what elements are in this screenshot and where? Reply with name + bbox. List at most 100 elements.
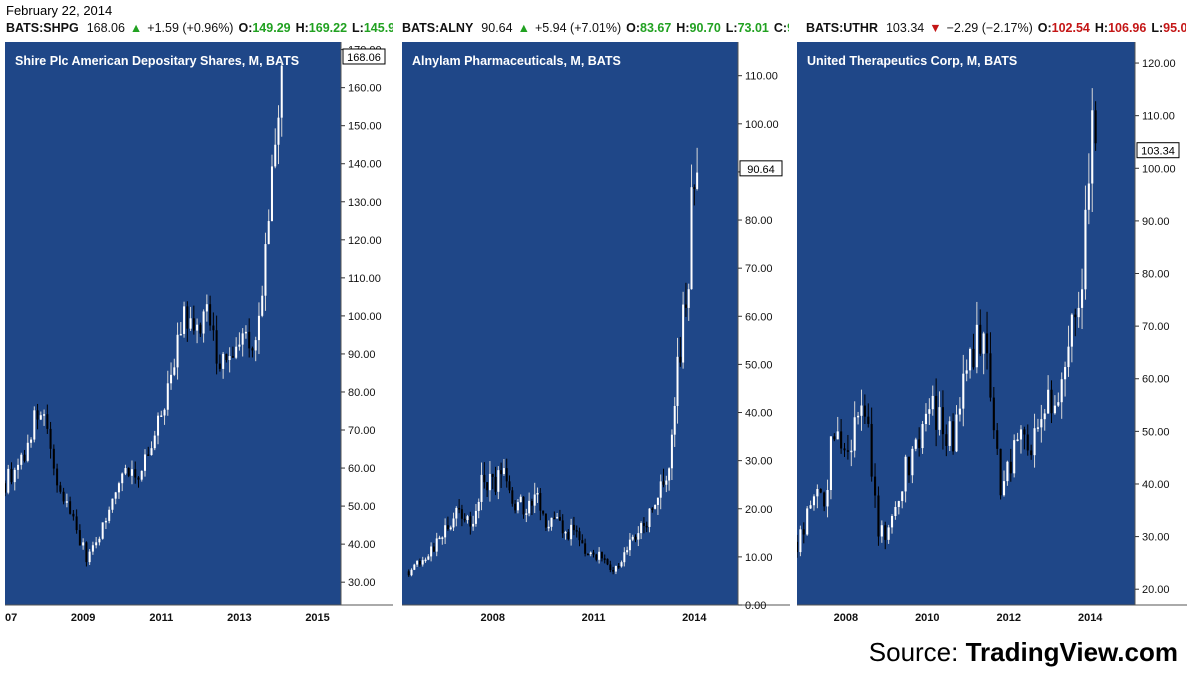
candle-body bbox=[212, 325, 215, 331]
candle-body bbox=[170, 374, 173, 384]
candle-body bbox=[645, 525, 648, 528]
candle-body bbox=[614, 565, 617, 572]
candle-body bbox=[30, 439, 33, 443]
candle-body bbox=[143, 454, 147, 471]
quote-close: 90 bbox=[787, 21, 789, 35]
candle-body bbox=[1047, 389, 1050, 414]
y-tick-label: 30.00 bbox=[745, 456, 773, 468]
candle-body bbox=[802, 529, 805, 535]
price-axis bbox=[341, 42, 393, 605]
candle-body bbox=[444, 525, 447, 538]
candle-body bbox=[1094, 110, 1097, 144]
candle-body bbox=[836, 431, 839, 440]
candle-body bbox=[59, 485, 62, 492]
y-tick-label: 40.00 bbox=[1142, 479, 1170, 491]
candle-body bbox=[603, 558, 606, 560]
candle-body bbox=[911, 448, 914, 476]
candle-body bbox=[637, 533, 640, 540]
candle-body bbox=[598, 551, 601, 560]
candle-body bbox=[833, 436, 836, 440]
candle-body bbox=[1070, 314, 1073, 347]
candle-body bbox=[539, 493, 542, 511]
candle-body bbox=[1009, 461, 1012, 474]
candles bbox=[5, 60, 283, 567]
candle-body bbox=[665, 480, 668, 485]
x-tick-label: 2008 bbox=[834, 612, 858, 624]
candle-body bbox=[941, 407, 944, 435]
down-arrow-icon: ▼ bbox=[929, 21, 942, 35]
shire-price-chart[interactable]: Shire Plc American Depositary Shares, M,… bbox=[5, 42, 393, 626]
candle-body bbox=[424, 559, 427, 562]
x-tick-label: 2009 bbox=[71, 612, 95, 624]
candle-body bbox=[907, 456, 911, 476]
candle-body bbox=[427, 556, 430, 560]
candle-body bbox=[514, 503, 517, 511]
quote-bar-alny: BATS:ALNY 90.64 ▲ +5.94 (+7.01%) O:83.67 H:90… bbox=[402, 21, 789, 39]
candle-body bbox=[668, 468, 671, 481]
candle-body bbox=[823, 492, 826, 507]
candle-body bbox=[267, 221, 270, 245]
quote-change: −2.29 (−2.17%) bbox=[946, 21, 1033, 35]
candle-body bbox=[550, 517, 553, 527]
candle-body bbox=[466, 516, 469, 521]
candle-body bbox=[407, 571, 410, 576]
candle-body bbox=[544, 513, 547, 528]
candle-body bbox=[441, 537, 444, 539]
chart-title: United Therapeutics Corp, M, BATS bbox=[807, 54, 1017, 68]
candle-body bbox=[153, 435, 156, 449]
candle-body bbox=[884, 525, 887, 540]
candle-body bbox=[17, 464, 20, 470]
quote-high: 106.96 bbox=[1108, 21, 1147, 35]
candle-body bbox=[65, 501, 68, 503]
up-arrow-icon: ▲ bbox=[517, 21, 530, 35]
candle-body bbox=[584, 543, 587, 554]
candle-body bbox=[192, 318, 195, 331]
alnylam-price-chart[interactable]: Alnylam Pharmaceuticals, M, BATS 0.00 10.0… bbox=[402, 42, 790, 626]
candle-body bbox=[659, 481, 662, 498]
y-tick-label: 60.00 bbox=[745, 311, 773, 323]
candle-body bbox=[430, 546, 433, 557]
x-tick-label: 2014 bbox=[1078, 612, 1103, 624]
candle-body bbox=[1013, 440, 1016, 474]
quote-bar-uthr: BATS:UTHR 103.34 ▼ −2.29 (−2.17%) O:102.54 H:… bbox=[806, 21, 1186, 39]
candle-body bbox=[134, 469, 137, 478]
candle-body bbox=[797, 541, 799, 553]
candle-body bbox=[904, 456, 907, 492]
candle-body bbox=[561, 520, 564, 534]
candle-body bbox=[809, 505, 812, 509]
candle-body bbox=[463, 518, 466, 521]
candle-body bbox=[82, 542, 85, 546]
y-tick-label: 80.00 bbox=[348, 387, 376, 399]
candle-body bbox=[628, 539, 631, 551]
candle-body bbox=[474, 510, 477, 524]
y-tick-label: 70.00 bbox=[745, 263, 773, 275]
candle-body bbox=[176, 334, 179, 368]
quote-symbol: BATS:SHPG bbox=[6, 21, 79, 35]
plot-area[interactable] bbox=[402, 42, 738, 605]
y-tick-label: 60.00 bbox=[348, 463, 376, 475]
candle-body bbox=[617, 565, 620, 568]
y-tick-label: 110.00 bbox=[1142, 111, 1175, 123]
candle-body bbox=[1074, 314, 1077, 318]
candle-body bbox=[826, 490, 829, 507]
candle-body bbox=[257, 315, 260, 341]
candle-body bbox=[843, 448, 846, 451]
candle-body bbox=[606, 558, 609, 565]
candle-body bbox=[1002, 481, 1006, 496]
united-therapeutics-price-chart[interactable]: United Therapeutics Corp, M, BATS 20.00 30… bbox=[797, 42, 1187, 626]
candle-body bbox=[567, 531, 570, 540]
candle-body bbox=[542, 510, 545, 514]
last-price-marker bbox=[739, 160, 783, 177]
candle-body bbox=[829, 436, 832, 491]
y-tick-label: 100.00 bbox=[1142, 163, 1176, 175]
candle-body bbox=[890, 516, 894, 528]
candle-body bbox=[104, 520, 107, 523]
candle-body bbox=[985, 333, 989, 354]
candle-body bbox=[179, 333, 182, 336]
plot-area[interactable] bbox=[5, 42, 341, 605]
candle-body bbox=[10, 468, 13, 483]
y-tick-label: 60.00 bbox=[1142, 374, 1170, 386]
quote-low: 95.02 bbox=[1163, 21, 1186, 35]
candle-body bbox=[696, 172, 699, 189]
plot-area[interactable] bbox=[797, 42, 1135, 605]
